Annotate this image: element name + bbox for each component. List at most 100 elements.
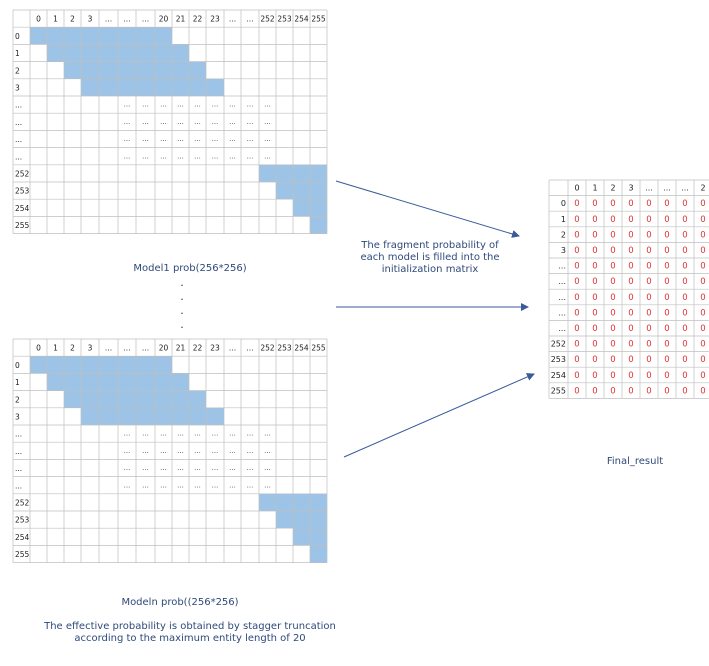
fill-explanation-text: The fragment probability of each model i…: [360, 240, 500, 275]
row-header-label: ...: [15, 135, 22, 144]
final-cell-zero: 0: [592, 262, 597, 272]
ellipsis-cell: ...: [177, 447, 184, 455]
final-cell-zero: 0: [628, 230, 633, 240]
shaded-band: [64, 61, 206, 79]
final-cell-zero: 0: [628, 246, 633, 256]
final-cell-zero: 0: [628, 355, 633, 365]
column-header-label: ...: [246, 15, 253, 24]
vertical-ellipsis: ····: [180, 279, 184, 334]
final-cell-zero: 0: [664, 386, 669, 396]
final-row-header: 255: [551, 386, 566, 395]
modeln-prob-matrix: 0 1 2 3......... 20 21 22 23...... 252 253 254 2550…: [12, 338, 328, 563]
column-header-label: 3: [88, 344, 93, 353]
ellipsis-cell: ...: [212, 481, 219, 489]
final-cell-zero: 0: [664, 230, 669, 240]
column-header-label: 3: [88, 15, 93, 24]
ellipsis-cell: ...: [264, 118, 271, 126]
column-header-label: 22: [193, 344, 203, 353]
final-cell-zero: 0: [682, 355, 687, 365]
column-header-label: ...: [229, 15, 236, 24]
column-header-label: 20: [159, 344, 169, 353]
final-cell-zero: 0: [682, 277, 687, 287]
final-cell-zero: 0: [574, 293, 579, 303]
ellipsis-cell: ...: [194, 152, 201, 160]
final-cell-zero: 0: [646, 355, 651, 365]
column-header-label: 255: [311, 344, 326, 353]
ellipsis-cell: ...: [124, 481, 131, 489]
final-result-caption: Final_result: [606, 456, 664, 467]
final-column-header: ...: [645, 184, 653, 193]
final-cell-zero: 0: [592, 324, 597, 334]
column-header-label: ...: [142, 344, 149, 353]
final-cell-zero: 0: [574, 246, 579, 256]
ellipsis-cell: ...: [229, 464, 236, 472]
final-cell-zero: 0: [700, 215, 705, 225]
final-cell-zero: 0: [574, 199, 579, 209]
ellipsis-cell: ...: [212, 464, 219, 472]
ellipsis-cell: ...: [264, 101, 271, 109]
shaded-band: [30, 27, 172, 45]
final-cell-zero: 0: [700, 230, 705, 240]
column-header-label: 254: [294, 15, 309, 24]
final-cell-zero: 0: [646, 277, 651, 287]
column-header-label: 253: [277, 344, 292, 353]
final-cell-zero: 0: [574, 262, 579, 272]
shaded-tail: [310, 545, 327, 563]
ellipsis-cell: ...: [194, 101, 201, 109]
ellipsis-cell: ...: [212, 135, 219, 143]
final-column-header: ...: [681, 184, 689, 193]
final-cell-zero: 0: [700, 293, 705, 303]
final-cell-zero: 0: [646, 215, 651, 225]
final-cell-zero: 0: [700, 324, 705, 334]
final-cell-zero: 0: [700, 262, 705, 272]
column-header-label: 1: [53, 15, 58, 24]
final-cell-zero: 0: [682, 230, 687, 240]
column-header-label: ...: [123, 15, 130, 24]
row-header-label: 3: [15, 83, 20, 92]
final-cell-zero: 0: [592, 386, 597, 396]
ellipsis-cell: ...: [142, 152, 149, 160]
ellipsis-cell: ...: [177, 430, 184, 438]
final-column-header: ...: [663, 184, 671, 193]
arrows: [335, 180, 535, 458]
column-header-label: 23: [210, 15, 220, 24]
ellipsis-cell: ...: [194, 118, 201, 126]
ellipsis-cell: ...: [247, 101, 254, 109]
ellipsis-cell: ...: [142, 481, 149, 489]
ellipsis-cell: ...: [160, 101, 167, 109]
final-cell-zero: 0: [592, 246, 597, 256]
ellipsis-cell: ...: [229, 101, 236, 109]
final-row-header: 254: [551, 371, 566, 380]
column-header-label: 21: [176, 15, 186, 24]
final-cell-zero: 0: [646, 371, 651, 381]
final-cell-zero: 0: [610, 340, 615, 350]
final-row-header: ...: [558, 324, 566, 333]
final-cell-zero: 0: [610, 386, 615, 396]
row-header-label: ...: [15, 464, 22, 473]
final-cell-zero: 0: [682, 308, 687, 318]
final-cell-zero: 0: [592, 199, 597, 209]
final-cell-zero: 0: [700, 277, 705, 287]
final-cell-zero: 0: [610, 371, 615, 381]
column-header-label: 22: [193, 15, 203, 24]
row-header-label: 0: [15, 361, 20, 370]
final-cell-zero: 0: [592, 277, 597, 287]
final-cell-zero: 0: [664, 340, 669, 350]
ellipsis-cell: ...: [160, 118, 167, 126]
column-header-label: 0: [36, 344, 41, 353]
column-header-label: 255: [311, 15, 326, 24]
ellipsis-cell: ...: [212, 152, 219, 160]
final-cell-zero: 0: [610, 324, 615, 334]
final-cell-zero: 0: [628, 262, 633, 272]
final-cell-zero: 0: [592, 215, 597, 225]
ellipsis-cell: ...: [264, 481, 271, 489]
final-cell-zero: 0: [574, 355, 579, 365]
ellipsis-cell: ...: [194, 135, 201, 143]
final-cell-zero: 0: [700, 386, 705, 396]
column-header-label: 23: [210, 344, 220, 353]
final-cell-zero: 0: [664, 277, 669, 287]
shaded-band: [81, 407, 224, 425]
ellipsis-cell: ...: [124, 430, 131, 438]
final-cell-zero: 0: [610, 246, 615, 256]
